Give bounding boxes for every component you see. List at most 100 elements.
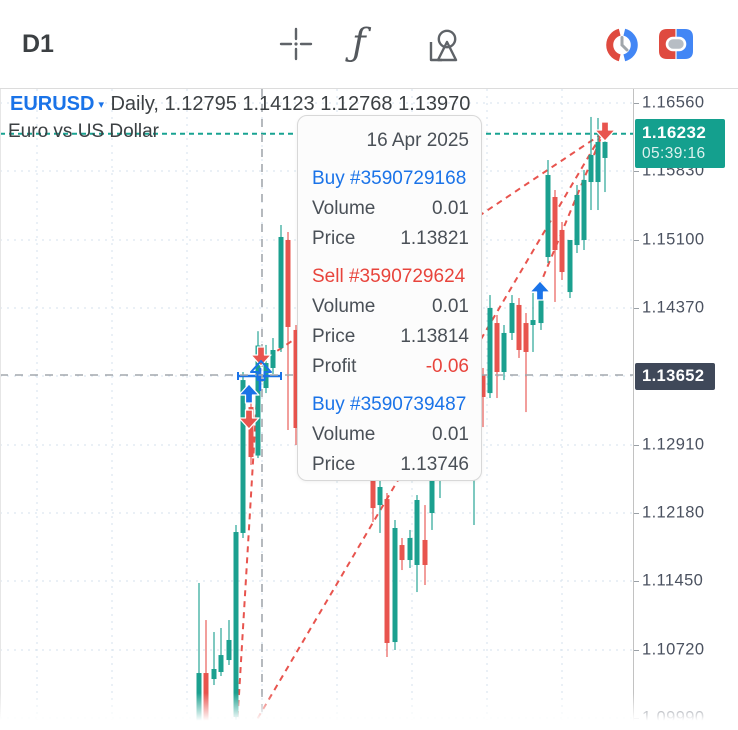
price-axis-label: 1.15100 bbox=[642, 230, 705, 249]
crosshair-price-badge: 1.13652 bbox=[635, 363, 715, 390]
candle-body bbox=[233, 532, 239, 718]
quotes-clock-icon[interactable] bbox=[603, 26, 641, 64]
tooltip-row: Price 1.13746 bbox=[312, 450, 469, 480]
candle-body bbox=[523, 323, 529, 352]
sell-arrow-marker bbox=[238, 409, 260, 430]
candle-body bbox=[278, 236, 284, 348]
chart-left-border bbox=[0, 88, 1, 730]
tooltip-row-label: Price bbox=[312, 326, 356, 347]
tooltip-row: Volume 0.01 bbox=[312, 292, 469, 322]
crosshair-tool-icon[interactable] bbox=[278, 26, 314, 62]
candle-body bbox=[422, 539, 428, 565]
axis-tick bbox=[634, 513, 639, 514]
candle-body bbox=[377, 486, 383, 506]
tooltip-row-value: 1.13814 bbox=[400, 326, 469, 347]
candle-body bbox=[248, 407, 254, 458]
candle-body bbox=[552, 197, 558, 251]
candle-body bbox=[567, 239, 573, 293]
buy-arrow-marker bbox=[529, 280, 551, 301]
candle-body bbox=[487, 307, 493, 394]
tooltip-row: Volume 0.01 bbox=[312, 194, 469, 224]
axis-tick bbox=[634, 718, 639, 719]
candle-body bbox=[509, 303, 515, 333]
price-axis-label: 1.12910 bbox=[642, 435, 705, 454]
tooltip-row: Price 1.13814 bbox=[312, 322, 469, 352]
candle-body bbox=[595, 141, 601, 183]
tooltip-row-value: 1.13821 bbox=[400, 228, 469, 249]
candle-body bbox=[392, 528, 398, 643]
axis-tick bbox=[634, 240, 639, 241]
axis-tick bbox=[634, 581, 639, 582]
candle-body bbox=[530, 320, 536, 326]
axis-tick bbox=[634, 308, 639, 309]
price-axis-label: 1.16560 bbox=[642, 93, 705, 112]
candle-body bbox=[226, 639, 232, 661]
axis-tick bbox=[634, 171, 639, 172]
symbol-selector[interactable]: EURUSD bbox=[10, 93, 95, 115]
candle-body bbox=[407, 538, 413, 561]
candle-body bbox=[602, 141, 608, 158]
indicators-icon[interactable]: ƒ bbox=[352, 21, 366, 64]
tooltip-row-value: 1.13746 bbox=[400, 454, 469, 475]
candle-body bbox=[240, 380, 246, 533]
sell-arrow-marker bbox=[594, 121, 616, 142]
tooltip-row-value: 0.01 bbox=[432, 198, 469, 219]
axis-tick bbox=[634, 445, 639, 446]
ohlc-readout: Daily, 1.12795 1.14123 1.12768 1.13970 bbox=[110, 93, 471, 115]
price-axis-label: 1.12180 bbox=[642, 503, 705, 522]
buy-arrow-marker bbox=[238, 383, 260, 404]
candle-body bbox=[270, 350, 276, 368]
timeframe-button[interactable]: D1 bbox=[22, 30, 54, 58]
candle-body bbox=[516, 304, 522, 351]
tooltip-date: 16 Apr 2025 bbox=[366, 130, 469, 151]
symbol-dropdown-icon[interactable]: ▾ bbox=[98, 99, 104, 111]
tooltip-row-value: -0.06 bbox=[425, 356, 469, 377]
toolbar: D1 ƒ bbox=[0, 0, 738, 89]
objects-icon[interactable] bbox=[422, 26, 462, 66]
tooltip-row-label: Price bbox=[312, 228, 356, 249]
candle-body bbox=[370, 478, 376, 509]
axis-tick bbox=[634, 103, 639, 104]
candle-body bbox=[384, 499, 390, 643]
tooltip-row-label: Profit bbox=[312, 356, 357, 377]
symbol-description: Euro vs US Dollar bbox=[8, 121, 159, 142]
server-time: 05:39:16 bbox=[642, 145, 706, 162]
candle-body bbox=[480, 375, 486, 398]
candle-body bbox=[545, 175, 551, 258]
candle-body bbox=[211, 669, 217, 680]
current-price-badge: 1.16232 05:39:16 bbox=[635, 119, 725, 168]
candle-body bbox=[429, 464, 435, 514]
candle-body bbox=[559, 229, 565, 273]
price-axis[interactable]: 1.16232 05:39:16 1.13652 1.16560 1.15830 1… bbox=[633, 88, 738, 730]
tooltip-row-value: 0.01 bbox=[432, 296, 469, 317]
current-price: 1.16232 bbox=[642, 123, 707, 142]
candle-body bbox=[255, 345, 261, 456]
candle-body bbox=[196, 673, 202, 723]
selected-buy-arrow-marker bbox=[250, 360, 272, 381]
tooltip-row: Profit -0.06 bbox=[312, 352, 469, 382]
sell-arrow-marker bbox=[250, 346, 272, 367]
trade-icon[interactable] bbox=[656, 26, 696, 62]
candle-body bbox=[399, 545, 405, 561]
tooltip-trade-title: Buy #3590739487 bbox=[312, 394, 467, 415]
price-axis-label: 1.10720 bbox=[642, 640, 705, 659]
tooltip-row: Price 1.13821 bbox=[312, 224, 469, 254]
candle-body bbox=[293, 329, 299, 428]
tooltip-row: Volume 0.01 bbox=[312, 420, 469, 450]
trade-connection-line bbox=[538, 132, 604, 288]
tooltip-trade-title: Sell #3590729624 bbox=[312, 266, 466, 287]
tooltip-row-label: Volume bbox=[312, 424, 376, 445]
axis-tick bbox=[634, 650, 639, 651]
tooltip-row-label: Volume bbox=[312, 296, 376, 317]
candle-body bbox=[218, 655, 224, 673]
candle-body bbox=[588, 154, 594, 183]
candle-body bbox=[285, 239, 291, 327]
chart-header: EURUSD ▾ Daily, 1.12795 1.14123 1.12768 1… bbox=[10, 93, 470, 116]
tooltip-row-value: 0.01 bbox=[432, 424, 469, 445]
candle-body bbox=[574, 194, 580, 246]
candle-body bbox=[538, 298, 544, 324]
trade-tooltip: 16 Apr 2025 Buy #3590729168 Volume 0.01 Pri… bbox=[297, 115, 482, 481]
tooltip-row-label: Volume bbox=[312, 198, 376, 219]
candle-body bbox=[501, 332, 507, 373]
